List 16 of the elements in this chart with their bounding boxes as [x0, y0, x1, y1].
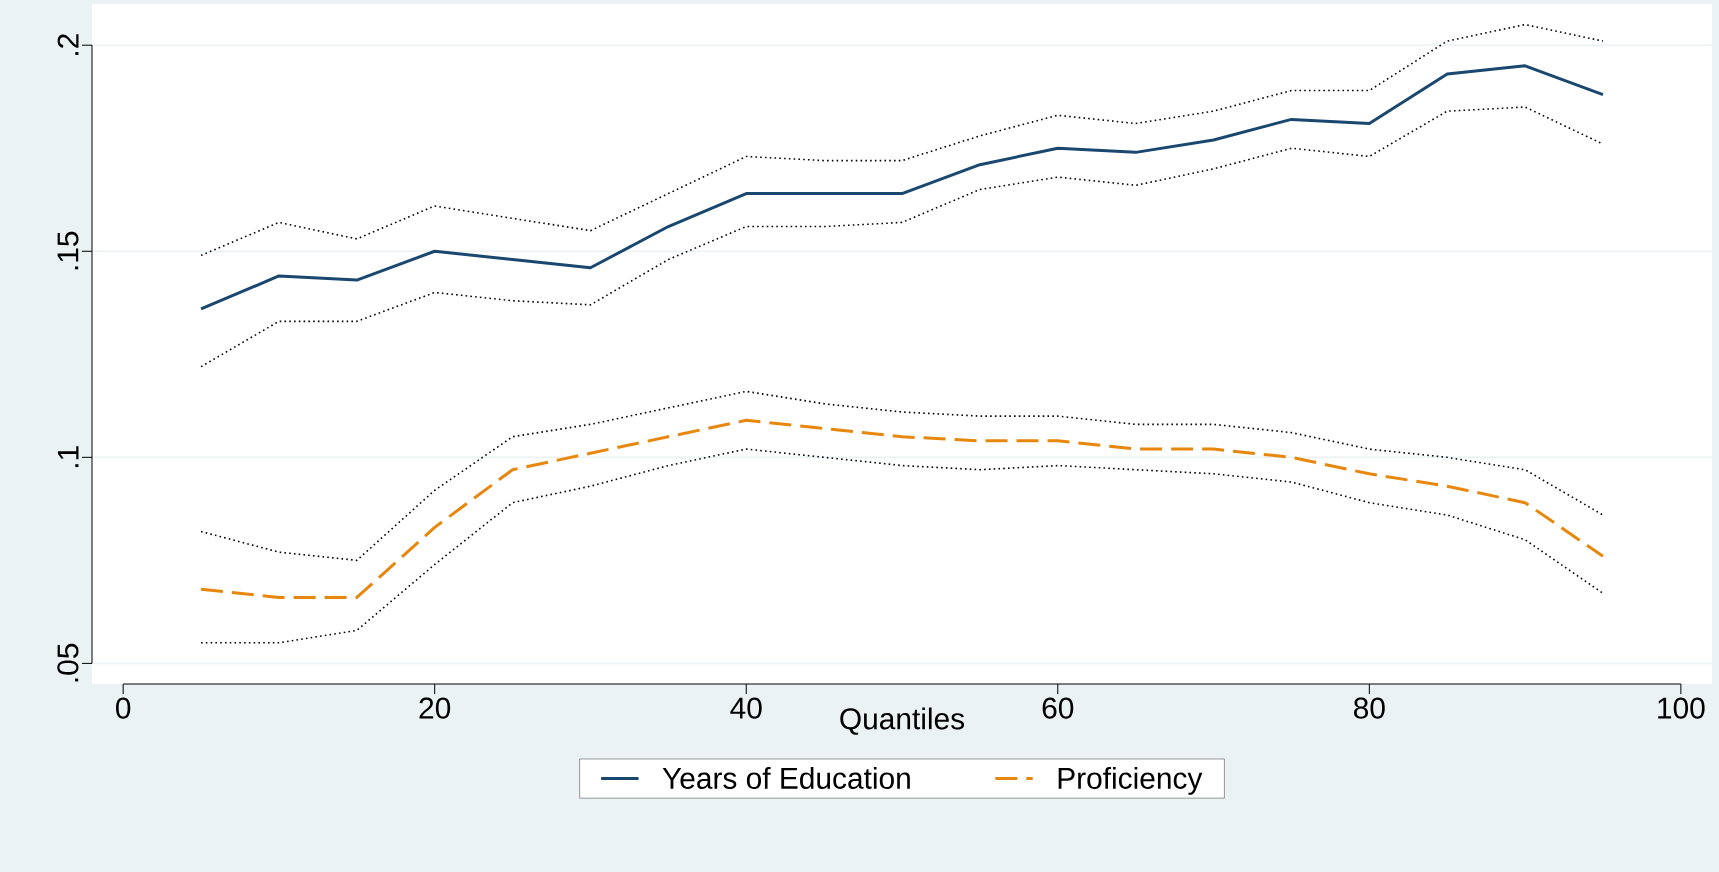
x-tick-label: 0 — [116, 697, 131, 719]
legend-label: Proficiency — [1058, 766, 1203, 795]
y-tick-label: .05 — [57, 643, 79, 682]
line-series — [200, 106, 1604, 368]
y-tick-label: .2 — [57, 34, 79, 55]
y-tick-label: .15 — [57, 231, 79, 270]
y-tick-label: .1 — [57, 446, 79, 468]
x-tick-label: 80 — [1354, 697, 1385, 719]
x-tick-label: 60 — [1042, 697, 1074, 719]
x-tick-label: 20 — [419, 697, 451, 719]
x-axis-title: Quantiles — [840, 707, 965, 735]
line-series — [200, 448, 1604, 644]
x-tick-label: 40 — [730, 697, 762, 719]
legend-label: Years of Education — [662, 766, 910, 789]
line-series — [200, 23, 1604, 257]
x-tick-label: 100 — [1658, 697, 1705, 719]
